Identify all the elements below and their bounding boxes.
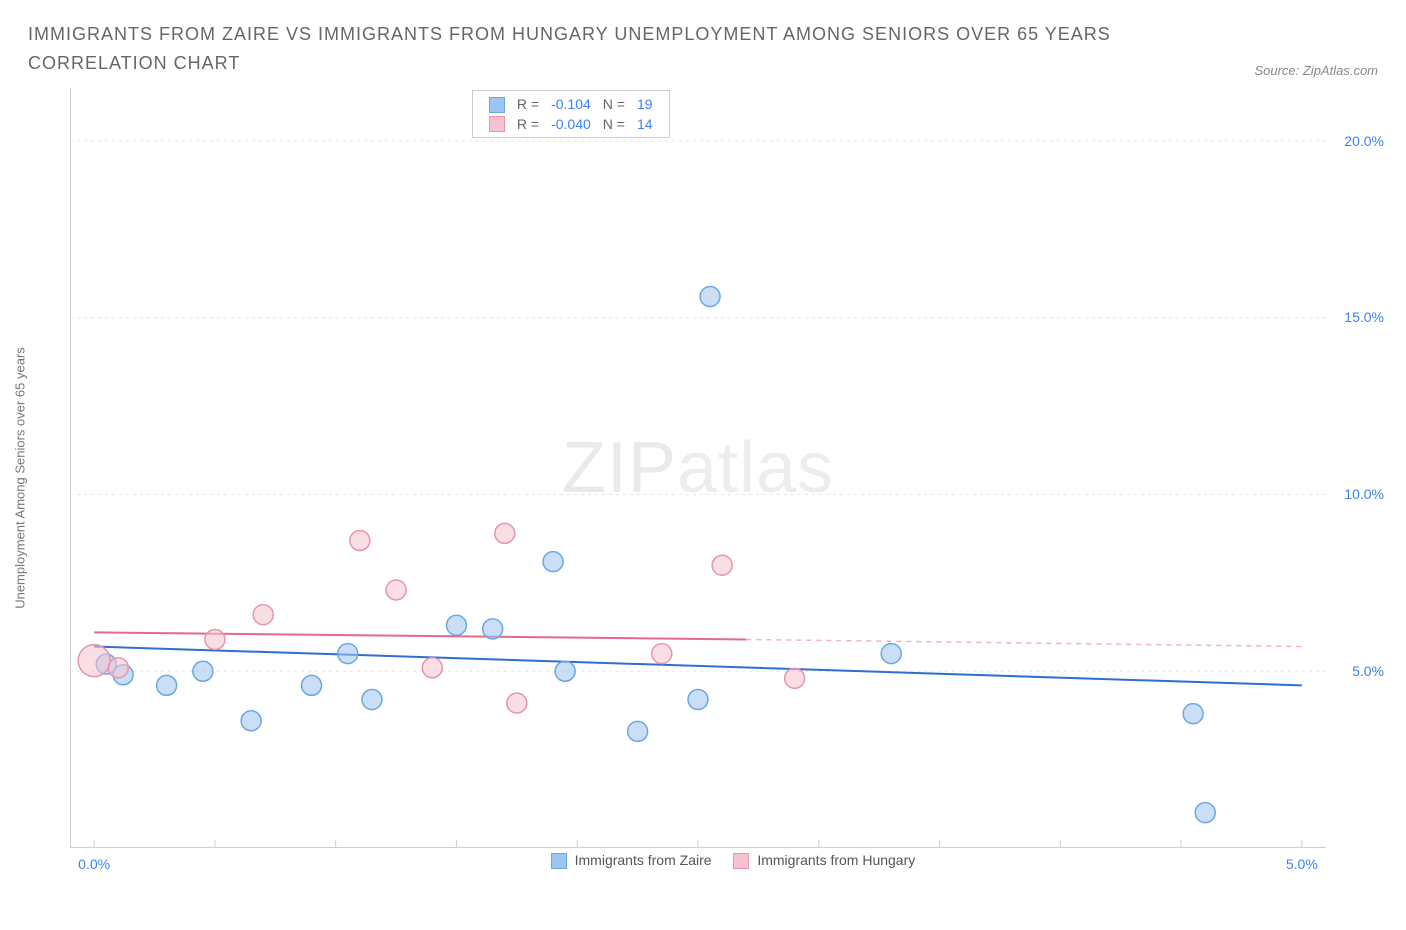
y-tick-label: 10.0% [1344, 486, 1384, 502]
legend-label-zaire: Immigrants from Zaire [575, 852, 712, 868]
x-tick-label: 5.0% [1286, 856, 1318, 872]
correlation-stat-box: R =-0.104 N =19 R =-0.040 N =14 [472, 90, 670, 139]
legend-swatch-zaire [551, 853, 567, 869]
scatter-plot: ZIPatlas 5.0%10.0%15.0%20.0%0.0%5.0% R =… [70, 88, 1326, 848]
source-label: Source: ZipAtlas.com [1254, 63, 1378, 78]
bottom-legend: Immigrants from Zaire Immigrants from Hu… [70, 852, 1378, 869]
chart-title: IMMIGRANTS FROM ZAIRE VS IMMIGRANTS FROM… [28, 20, 1128, 78]
y-axis-label: Unemployment Among Seniors over 65 years [13, 347, 28, 609]
y-tick-label: 5.0% [1352, 663, 1384, 679]
legend-swatch-hungary [733, 853, 749, 869]
y-tick-label: 20.0% [1344, 133, 1384, 149]
y-tick-label: 15.0% [1344, 309, 1384, 325]
x-tick-label: 0.0% [78, 856, 110, 872]
legend-label-hungary: Immigrants from Hungary [757, 852, 915, 868]
